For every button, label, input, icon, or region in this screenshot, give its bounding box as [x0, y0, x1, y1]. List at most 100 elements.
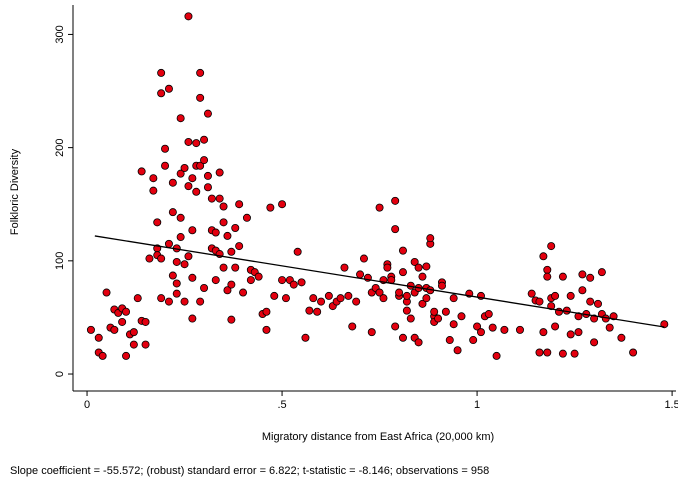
point [176, 233, 185, 242]
point [352, 297, 361, 306]
point [301, 333, 310, 342]
point [391, 196, 400, 205]
point [122, 307, 131, 316]
point [122, 351, 131, 360]
point [441, 307, 450, 316]
point [586, 273, 595, 282]
point [449, 294, 458, 303]
point [164, 84, 173, 93]
y-tick-label: 0 [54, 371, 66, 377]
point [227, 247, 236, 256]
point [629, 348, 638, 357]
point [219, 218, 228, 227]
point [434, 314, 443, 323]
point [129, 340, 138, 349]
point [215, 168, 224, 177]
point [437, 281, 446, 290]
y-tick-label: 100 [54, 252, 66, 270]
point [196, 93, 205, 102]
point [558, 349, 567, 358]
point [168, 208, 177, 217]
point [133, 294, 142, 303]
point [492, 351, 501, 360]
point [196, 68, 205, 77]
point [586, 297, 595, 306]
x-tick-label: 0 [84, 399, 90, 411]
point [118, 317, 127, 326]
point [215, 194, 224, 203]
point [383, 263, 392, 272]
point [242, 213, 251, 222]
point [402, 291, 411, 300]
point [500, 325, 509, 334]
point [445, 336, 454, 345]
point [484, 310, 493, 319]
point [239, 288, 248, 297]
point [578, 286, 587, 295]
point [449, 320, 458, 329]
point [176, 169, 185, 178]
point [317, 297, 326, 306]
point [281, 294, 290, 303]
point [203, 171, 212, 180]
point [266, 203, 275, 212]
point [336, 294, 345, 303]
point [476, 328, 485, 337]
point [410, 257, 419, 266]
point [149, 174, 158, 183]
point [551, 322, 560, 331]
y-tick-label: 300 [54, 25, 66, 43]
point [110, 325, 119, 334]
x-tick-label: 1 [474, 399, 480, 411]
point [605, 323, 614, 332]
point [348, 322, 357, 331]
point [278, 276, 287, 285]
point [293, 247, 302, 256]
point [375, 203, 384, 212]
point [426, 234, 435, 243]
point [547, 242, 556, 251]
point [102, 288, 111, 297]
point [270, 291, 279, 300]
point [196, 161, 205, 170]
point [200, 156, 209, 165]
point [211, 228, 220, 237]
point [157, 89, 166, 98]
point [157, 68, 166, 77]
point [398, 333, 407, 342]
point [457, 312, 466, 321]
point [172, 289, 181, 298]
point [597, 268, 606, 277]
point [223, 286, 232, 295]
point [149, 186, 158, 195]
point [340, 263, 349, 272]
point [219, 263, 228, 272]
point [289, 280, 298, 289]
point [196, 297, 205, 306]
point [356, 270, 365, 279]
point [395, 288, 404, 297]
point [574, 328, 583, 337]
point [188, 174, 197, 183]
point [129, 328, 138, 337]
note: Slope coefficient = -55.572; (robust) st… [10, 465, 489, 477]
point [235, 242, 244, 251]
point [402, 306, 411, 315]
point [398, 268, 407, 277]
point [515, 325, 524, 334]
x-tick-label: .5 [277, 399, 286, 411]
point [161, 161, 170, 170]
point [297, 278, 306, 287]
point [406, 314, 415, 323]
point [246, 276, 255, 285]
point [176, 114, 185, 123]
point [539, 252, 548, 261]
point [141, 340, 150, 349]
point [453, 346, 462, 355]
point [184, 12, 193, 21]
point [180, 260, 189, 269]
point [660, 320, 669, 329]
point [200, 135, 209, 144]
y-axis-title: Folkloric Diversity [9, 148, 21, 235]
point [157, 254, 166, 263]
